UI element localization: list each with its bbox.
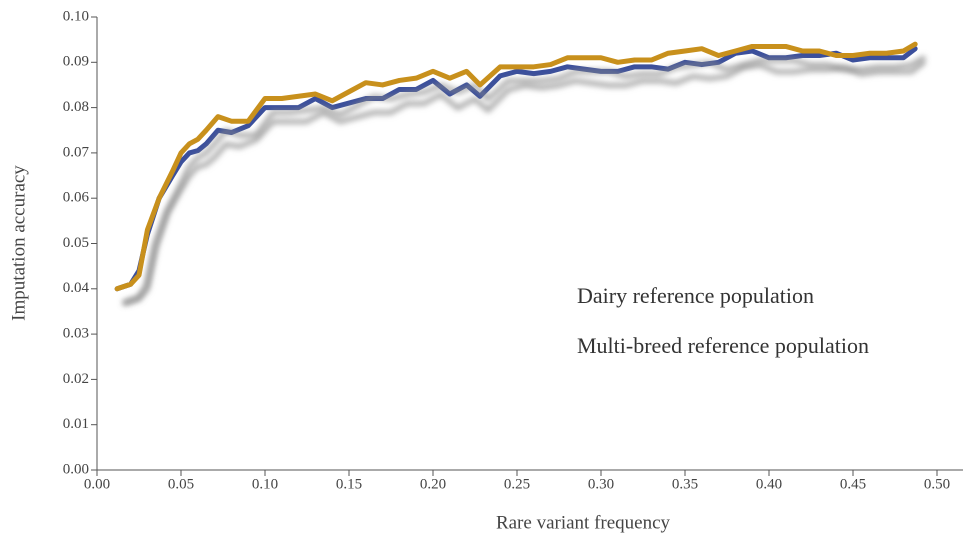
x-tick-label: 0.10 bbox=[252, 476, 278, 492]
y-tick-label: 0.04 bbox=[63, 280, 90, 296]
x-tick-label: 0.05 bbox=[168, 476, 194, 492]
data-line bbox=[114, 41, 918, 292]
y-axis-title: Imputation accuracy bbox=[8, 165, 29, 321]
x-tick-label: 0.50 bbox=[924, 476, 950, 492]
y-tick-label: 0.00 bbox=[63, 461, 89, 477]
y-tick-label: 0.03 bbox=[63, 326, 89, 342]
x-tick-label: 0.00 bbox=[84, 476, 110, 492]
y-tick-label: 0.06 bbox=[63, 190, 90, 206]
x-tick-label: 0.30 bbox=[588, 476, 614, 492]
x-tick-label: 0.20 bbox=[420, 476, 446, 492]
legend-label: Multi-breed reference population bbox=[577, 333, 869, 358]
y-tick-label: 0.07 bbox=[63, 144, 90, 160]
x-tick-label: 0.25 bbox=[504, 476, 530, 492]
x-tick-label: 0.35 bbox=[672, 476, 698, 492]
y-tick-label: 0.08 bbox=[63, 99, 89, 115]
y-tick-label: 0.05 bbox=[63, 235, 89, 251]
x-tick-label: 0.15 bbox=[336, 476, 362, 492]
legend-label: Dairy reference population bbox=[577, 283, 814, 308]
data-line bbox=[114, 46, 918, 292]
y-tick-label: 0.09 bbox=[63, 54, 89, 70]
y-tick-label: 0.01 bbox=[63, 416, 89, 432]
x-axis-title: Rare variant frequency bbox=[496, 512, 671, 533]
x-tick-label: 0.45 bbox=[840, 476, 866, 492]
y-tick-label: 0.10 bbox=[63, 8, 89, 24]
x-tick-label: 0.40 bbox=[756, 476, 782, 492]
y-tick-label: 0.02 bbox=[63, 371, 89, 387]
